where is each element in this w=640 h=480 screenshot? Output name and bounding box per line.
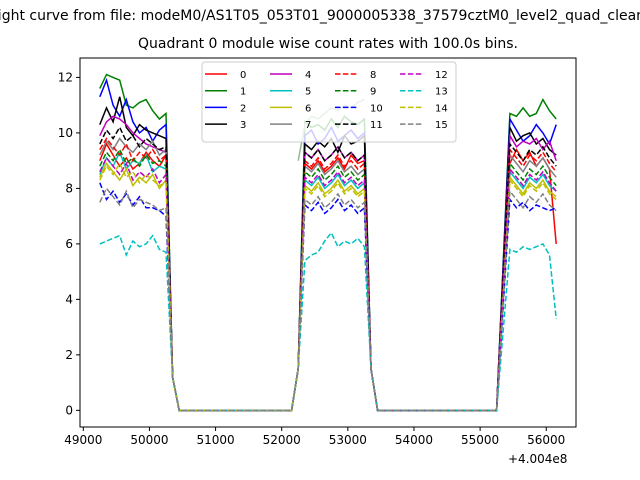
y-axis: 0 2 4 6 8 10 12 — [58, 70, 80, 417]
series-line-13 — [99, 231, 557, 412]
y-tick-label: 2 — [65, 348, 73, 362]
series-line-10 — [99, 182, 557, 412]
figure-suptitle: Light curve from file: modeM0/AS1T05_053… — [0, 8, 640, 24]
series-line-5 — [99, 150, 557, 412]
series-line-9 — [99, 148, 557, 412]
legend-label-14: 14 — [435, 103, 448, 114]
x-tick-label: 56000 — [527, 433, 565, 447]
legend-label-0: 0 — [240, 70, 246, 81]
y-tick-label: 4 — [65, 292, 73, 306]
y-tick-label: 6 — [65, 237, 73, 251]
legend-box — [201, 61, 457, 143]
chart-title: Quadrant 0 module wise count rates with … — [138, 36, 518, 52]
legend-label-11: 11 — [370, 120, 383, 131]
x-tick-label: 52000 — [263, 433, 301, 447]
legend-label-4: 4 — [305, 70, 311, 81]
legend-label-9: 9 — [370, 87, 376, 98]
series-line-12 — [99, 156, 557, 412]
legend-label-2: 2 — [240, 103, 246, 114]
legend-label-5: 5 — [305, 87, 311, 98]
x-tick-label: 49000 — [64, 433, 102, 447]
x-offset-label: +4.004e8 — [508, 452, 568, 466]
series-line-15 — [99, 186, 557, 412]
legend-label-7: 7 — [305, 120, 311, 131]
legend-label-15: 15 — [435, 120, 448, 131]
legend-label-10: 10 — [370, 103, 383, 114]
legend-label-13: 13 — [435, 87, 448, 98]
x-axis: 49000 50000 51000 52000 53000 54000 55000 56000 — [64, 427, 565, 447]
axes-frame — [79, 57, 577, 428]
y-tick-label: 10 — [58, 126, 73, 140]
y-tick-label: 12 — [58, 70, 73, 84]
x-tick-label: 55000 — [461, 433, 499, 447]
series-line-4 — [99, 115, 557, 412]
series-line-14 — [99, 161, 557, 412]
legend-label-6: 6 — [305, 103, 311, 114]
legend-label-3: 3 — [240, 120, 246, 131]
y-tick-label: 8 — [65, 181, 73, 195]
legend-label-1: 1 — [240, 87, 246, 98]
series-line-6 — [99, 161, 557, 412]
legend-label-12: 12 — [435, 70, 448, 81]
series-line-11 — [99, 125, 557, 412]
x-tick-label: 53000 — [329, 433, 367, 447]
series-line-8 — [99, 137, 557, 412]
x-tick-label: 51000 — [196, 433, 234, 447]
y-tick-label: 0 — [65, 403, 73, 417]
series-line-3 — [99, 96, 557, 412]
legend-label-8: 8 — [370, 70, 376, 81]
x-tick-label: 50000 — [130, 433, 168, 447]
x-tick-label: 54000 — [395, 433, 433, 447]
